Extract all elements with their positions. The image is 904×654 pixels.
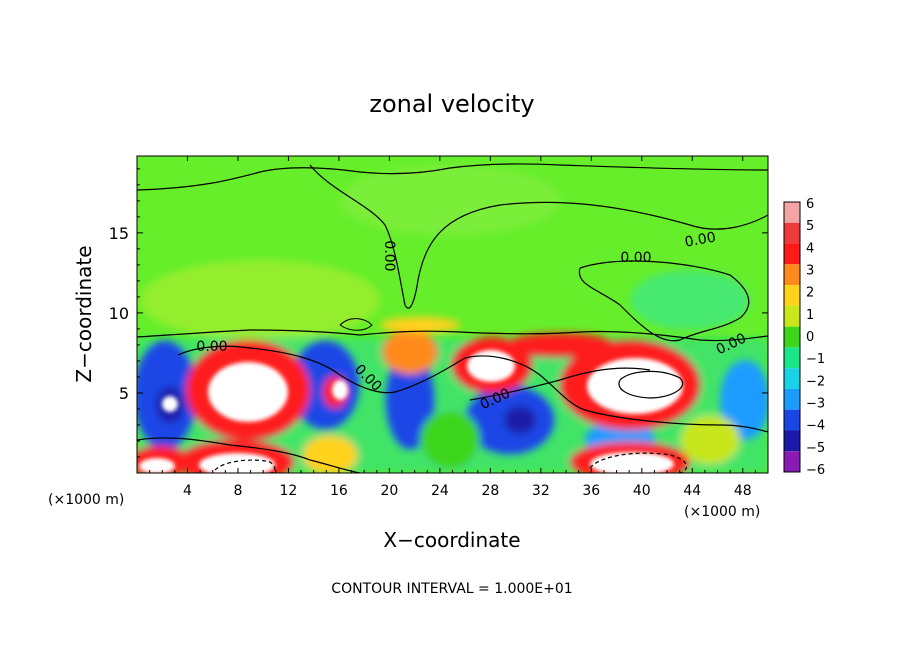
colorbar-swatch	[784, 388, 800, 410]
y-axis: 5 10 15	[109, 168, 768, 458]
colorbar-swatch	[784, 202, 800, 223]
x-axis-unit-right: (×1000 m)	[684, 504, 760, 520]
contour-interval-note: CONTOUR INTERVAL = 1.000E+01	[331, 581, 572, 597]
colorbar-swatch	[784, 243, 800, 265]
colorbar-label: 3	[806, 264, 814, 279]
colorbar-swatch	[784, 430, 800, 452]
x-tick-label: 40	[633, 483, 651, 499]
y-tick-label: 15	[109, 224, 129, 243]
colorbar-label: −6	[806, 463, 825, 478]
x-axis: 4 8 12 16 20 24 28 32 36 40 44 48	[149, 156, 756, 499]
y-axis-label: Z−coordinate	[72, 245, 96, 382]
contour-label: 0.00	[381, 240, 397, 271]
colorbar-swatch	[784, 409, 800, 431]
y-tick-label: 10	[109, 304, 129, 323]
y-tick-label: 5	[119, 384, 129, 403]
x-tick-label: 8	[233, 483, 242, 499]
x-tick-label: 24	[431, 483, 449, 499]
velocity-field	[137, 156, 768, 473]
contour-label: 0.00	[684, 229, 717, 250]
x-tick-label: 32	[532, 483, 550, 499]
x-tick-label: 16	[330, 483, 348, 499]
colorbar-label: 5	[806, 219, 814, 234]
x-axis-unit-left: (×1000 m)	[48, 492, 124, 508]
colorbar-swatch	[784, 347, 800, 369]
chart-title: zonal velocity	[369, 90, 534, 118]
colorbar-label: −5	[806, 441, 825, 456]
colorbar-frame	[783, 201, 801, 473]
x-tick-label: 44	[683, 483, 701, 499]
x-tick-label: 12	[280, 483, 298, 499]
colorbar-label: 0	[806, 330, 814, 345]
x-tick-label: 48	[734, 483, 752, 499]
colorbar-swatch	[784, 222, 800, 244]
colorbar-swatch	[784, 326, 800, 348]
colorbar-swatch	[784, 305, 800, 327]
x-tick-label: 4	[183, 483, 192, 499]
colorbar-label: −4	[806, 419, 825, 434]
colorbar: 6 5 4 3 2 1 0 −1 −2 −3 −4 −5 −6	[783, 197, 825, 478]
x-tick-label: 20	[380, 483, 398, 499]
contour-label: 0.00	[620, 250, 651, 266]
x-tick-label: 28	[481, 483, 499, 499]
colorbar-label: −2	[806, 374, 825, 389]
colorbar-swatch	[784, 285, 800, 306]
colorbar-label: 2	[806, 286, 814, 301]
colorbar-swatch	[784, 368, 800, 389]
colorbar-swatch	[784, 451, 800, 472]
zero-contours	[137, 163, 768, 473]
colorbar-label: 1	[806, 308, 814, 323]
colorbar-label: −1	[806, 352, 825, 367]
x-axis-label: X−coordinate	[383, 528, 520, 552]
contour-label: 0.00	[196, 339, 227, 355]
colorbar-label: 6	[806, 197, 814, 212]
colorbar-label: 4	[806, 241, 814, 256]
colorbar-swatch	[784, 264, 800, 286]
colorbar-label: −3	[806, 397, 825, 412]
x-tick-label: 36	[582, 483, 600, 499]
